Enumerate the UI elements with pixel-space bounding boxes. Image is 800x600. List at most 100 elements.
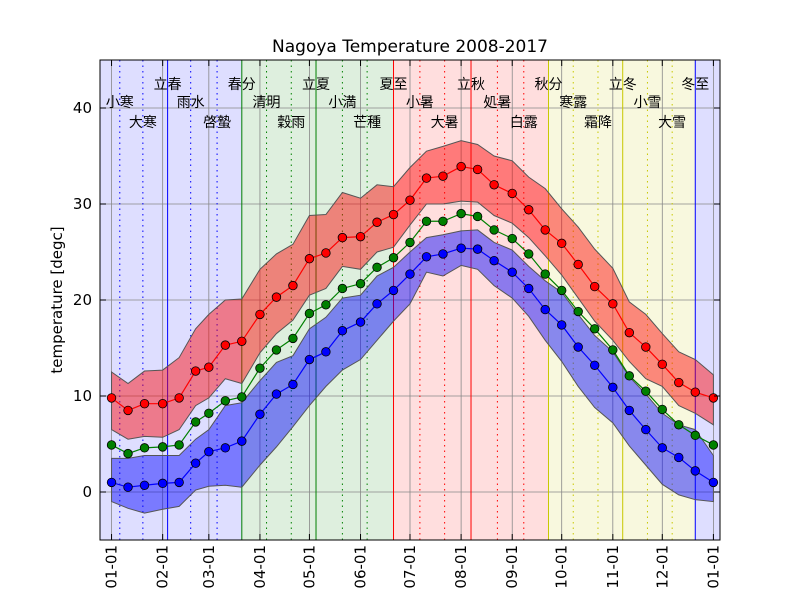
solar-term-label: 芒種 (353, 115, 381, 131)
point (237, 336, 247, 346)
band (111, 140, 714, 440)
point (489, 225, 499, 235)
solar-term-label: 立夏 (302, 77, 330, 93)
point (106, 477, 117, 488)
point (589, 360, 600, 370)
point (641, 386, 651, 396)
point (123, 448, 133, 459)
point (123, 482, 133, 492)
solar-term-label: 小満 (328, 95, 356, 111)
solar-term-label: 小雪 (633, 95, 661, 111)
point (139, 443, 150, 453)
point (507, 188, 517, 199)
point (608, 299, 618, 309)
point (641, 342, 651, 352)
x-tick-label: 08-01 (452, 545, 470, 589)
chart-title: Nagoya Temperature 2008-2017 (272, 37, 548, 57)
solar-term-label: 穀雨 (277, 115, 305, 131)
point (388, 253, 399, 263)
point (438, 216, 448, 226)
point (540, 304, 550, 315)
point (255, 309, 265, 320)
point (220, 340, 231, 350)
solar-term-label: 小寒 (106, 94, 134, 111)
point (190, 366, 201, 376)
point (438, 171, 448, 181)
x-tick-label: 02-01 (154, 545, 172, 589)
point (708, 393, 719, 403)
point (489, 255, 499, 266)
point (388, 285, 399, 296)
point (123, 405, 133, 416)
point (421, 252, 432, 262)
point (573, 342, 583, 352)
point (708, 440, 719, 450)
point (139, 398, 150, 409)
point (355, 317, 366, 327)
point (157, 442, 168, 452)
band (111, 229, 714, 514)
point (174, 477, 184, 488)
point (624, 405, 635, 416)
point (456, 161, 466, 172)
point (456, 243, 466, 253)
point (472, 164, 483, 175)
point (657, 359, 667, 370)
point (204, 362, 214, 372)
point (255, 363, 265, 373)
point (337, 326, 348, 336)
point (255, 409, 265, 419)
point (190, 417, 201, 427)
point (304, 254, 315, 264)
point (507, 233, 517, 244)
point (557, 285, 567, 296)
x-tick-label: 06-01 (352, 545, 370, 589)
point (157, 478, 168, 489)
point (507, 267, 517, 277)
point (557, 238, 567, 249)
solar-term-label: 啓蟄 (203, 115, 231, 131)
x-tick-label: 11-01 (604, 545, 622, 589)
point (220, 396, 231, 406)
point (174, 440, 184, 450)
x-tick-label: 03-01 (200, 545, 218, 589)
point (288, 333, 298, 344)
point (589, 281, 600, 292)
point (690, 466, 700, 476)
point (690, 430, 700, 441)
point (355, 278, 366, 289)
point (288, 280, 298, 291)
point (190, 458, 201, 468)
point (405, 195, 415, 205)
point (438, 249, 448, 259)
solar-term-label: 処暑 (483, 95, 511, 111)
solar-term-label: 冬至 (681, 77, 709, 93)
point (421, 173, 432, 183)
solar-term-label: 霜降 (584, 115, 612, 131)
x-tick-label: 04-01 (251, 545, 269, 589)
point (204, 408, 214, 418)
point (304, 354, 315, 365)
point (220, 443, 231, 453)
point (674, 377, 684, 388)
point (337, 232, 348, 243)
point (106, 440, 117, 450)
y-tick-label: 10 (73, 387, 92, 405)
point (557, 320, 567, 330)
solar-term-label: 夏至 (380, 77, 408, 93)
x-tick-label: 12-01 (653, 545, 671, 589)
point (608, 345, 618, 355)
point (372, 217, 382, 227)
point (321, 300, 331, 310)
point (573, 306, 583, 317)
point (355, 231, 366, 242)
solar-term-label: 白露 (510, 115, 538, 131)
y-tick-label: 40 (73, 99, 92, 117)
point (472, 211, 483, 222)
point (524, 249, 534, 259)
point (540, 225, 550, 235)
point (405, 237, 415, 248)
solar-term-label: 大暑 (431, 115, 459, 131)
y-tick-label: 20 (73, 291, 92, 309)
